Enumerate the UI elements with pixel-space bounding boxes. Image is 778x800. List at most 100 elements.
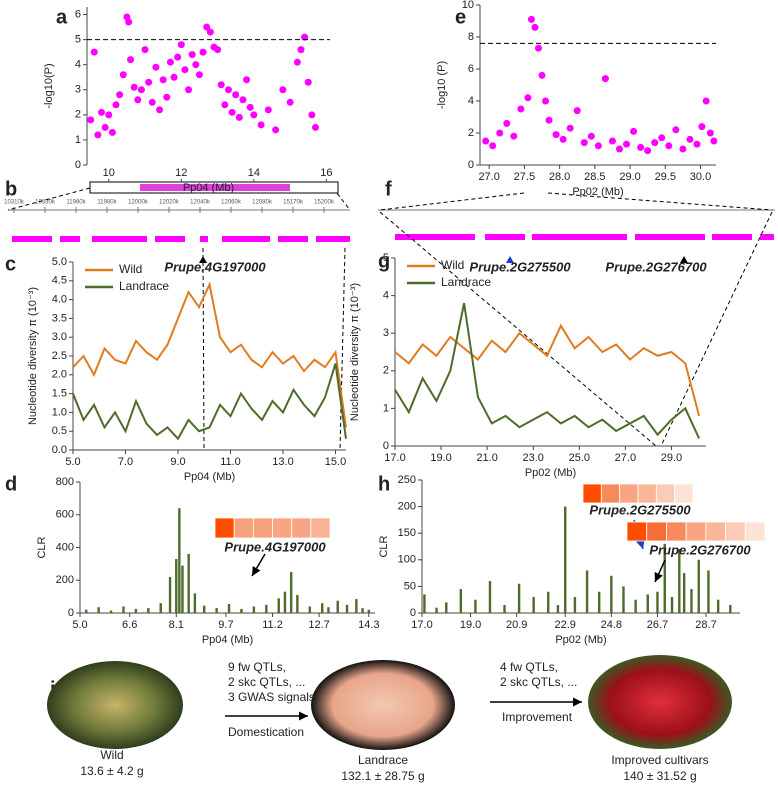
bar xyxy=(355,599,358,613)
point xyxy=(170,73,178,81)
point xyxy=(137,86,145,94)
y-tick-label: 4.5 xyxy=(52,275,67,287)
y-axis-label: Nucleotide diversity π (10⁻³) xyxy=(27,287,39,425)
point xyxy=(87,116,95,124)
point xyxy=(243,76,251,84)
gene-blocks xyxy=(395,234,774,240)
heat-cell xyxy=(626,521,648,542)
point xyxy=(134,96,142,104)
point xyxy=(698,123,706,131)
point xyxy=(185,86,193,94)
bar xyxy=(517,583,521,613)
bar xyxy=(532,597,535,613)
bar xyxy=(308,606,311,613)
bar xyxy=(729,605,732,613)
bar xyxy=(134,608,138,613)
point xyxy=(112,101,120,109)
gene-label: Prupe.4G197000 xyxy=(224,539,326,554)
point xyxy=(658,134,666,142)
point xyxy=(665,142,673,150)
panel-letter: a xyxy=(56,6,68,28)
bar xyxy=(547,591,550,613)
bar xyxy=(697,559,700,613)
bar xyxy=(435,607,438,613)
bar xyxy=(175,558,178,613)
point xyxy=(573,107,581,115)
point xyxy=(308,111,316,119)
point xyxy=(101,123,109,131)
x-tick-label: 6.6 xyxy=(122,619,137,631)
point xyxy=(145,78,153,86)
y-tick-label: 10 xyxy=(462,0,474,11)
point xyxy=(148,98,156,106)
point xyxy=(651,139,659,147)
panel-letter: b xyxy=(5,178,17,200)
gene-label: Prupe.2G275500 xyxy=(589,502,691,517)
gene-track-f: f Prupe.2G275500 Prupe.2G276700 xyxy=(378,178,775,447)
zoom-line xyxy=(339,247,346,451)
y-tick-label: 0 xyxy=(68,607,74,619)
bar xyxy=(147,608,150,613)
y-tick-label: 0 xyxy=(468,159,474,171)
point xyxy=(192,61,200,69)
x-axis-label: Pp02 (Mb) xyxy=(572,186,623,198)
point xyxy=(232,91,240,99)
x-axis-label: Pp02 (Mb) xyxy=(555,634,606,646)
bar xyxy=(203,605,206,613)
bar xyxy=(573,597,577,613)
point xyxy=(702,97,710,105)
point xyxy=(166,58,174,66)
bar xyxy=(265,604,268,613)
y-axis-label: -log10(P) xyxy=(43,63,55,108)
heat-cell xyxy=(666,521,687,542)
bar xyxy=(168,576,172,613)
track-tick-label: 11980k xyxy=(97,200,117,206)
point xyxy=(257,121,265,129)
point xyxy=(159,76,167,84)
photo-improved xyxy=(588,655,732,749)
y-tick-label: 200 xyxy=(398,501,416,513)
bar xyxy=(367,609,370,613)
y-tick-label: 0.0 xyxy=(52,444,67,456)
x-tick-label: 28.0 xyxy=(549,171,570,183)
x-tick-label: 30.0 xyxy=(690,171,711,183)
y-tick-label: 600 xyxy=(56,509,74,521)
x-tick-label: 25.0 xyxy=(569,452,590,464)
panel-letter: d xyxy=(5,473,17,495)
y-tick-label: 5 xyxy=(75,34,81,46)
point xyxy=(177,41,185,49)
y-tick-label: 5.0 xyxy=(52,256,67,268)
y-axis-label: CLR xyxy=(36,536,48,558)
point xyxy=(559,135,567,143)
note: 3 GWAS signals xyxy=(228,690,315,704)
bar xyxy=(336,600,339,613)
y-axis-label: -log10 (P) xyxy=(436,61,448,109)
heat-cell xyxy=(725,521,746,542)
bar xyxy=(690,589,693,613)
bar xyxy=(240,608,243,613)
x-tick-label: 26.7 xyxy=(647,619,668,631)
track-ticks: 10310k 10330k 11960k 11980k 12000k 12020k 1204… xyxy=(4,200,335,213)
y-tick-label: 1.5 xyxy=(52,388,67,400)
gene-label: Prupe.2G276700 xyxy=(605,259,707,274)
point xyxy=(538,71,546,79)
arrow xyxy=(654,559,666,583)
gene-blocks xyxy=(12,236,350,242)
y-tick-label: 1 xyxy=(383,402,389,414)
track-tick-label: 12080k xyxy=(252,200,273,206)
y-tick-label: 1.0 xyxy=(52,406,67,418)
bar xyxy=(646,594,649,613)
heat-cell xyxy=(685,521,707,542)
legend-label: Landrace xyxy=(441,275,491,289)
point xyxy=(552,131,560,139)
x-tick-label: 16 xyxy=(320,167,332,179)
y-tick-label: 800 xyxy=(56,476,74,488)
series-line xyxy=(394,302,700,439)
heat-cell xyxy=(619,483,639,504)
zoom-line xyxy=(547,192,773,211)
zoom-line xyxy=(379,211,657,447)
point xyxy=(630,127,638,135)
heat-cell xyxy=(600,483,621,504)
series-line xyxy=(394,323,701,417)
point xyxy=(108,128,116,136)
